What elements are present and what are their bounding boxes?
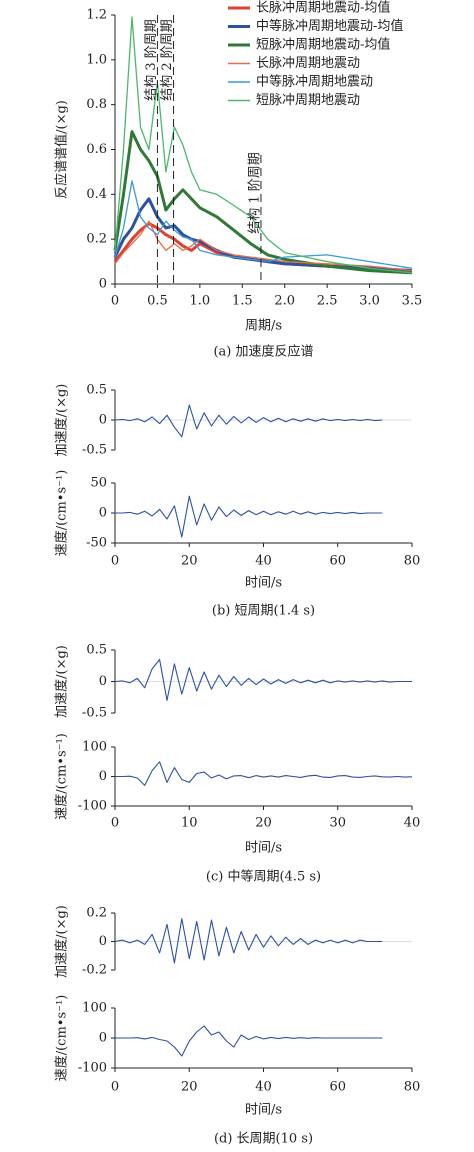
x-axis-label: 时间/s: [245, 841, 282, 856]
x-axis-label: 周期/s: [245, 319, 282, 334]
x-tick-label: 1.0: [190, 294, 211, 309]
caption: (c) 中等周期(4.5 s): [206, 869, 321, 885]
x-tick-label: 2.5: [317, 294, 338, 309]
legend-label: 中等脉冲周期地震动-均值: [256, 18, 403, 34]
y-tick-label: -0.2: [82, 963, 107, 978]
y-tick-label: -100: [78, 799, 107, 814]
y-tick-label: 50: [90, 476, 107, 491]
y-tick-label: 0: [99, 769, 107, 784]
period-label: 结构 1 阶周期: [247, 152, 262, 234]
data-line: [114, 658, 412, 701]
caption: (b) 短周期(1.4 s): [212, 604, 315, 619]
x-tick-label: 60: [329, 554, 346, 569]
x-tick-label: 0: [111, 1080, 119, 1095]
data-line: [114, 918, 383, 964]
x-tick-label: 10: [181, 816, 198, 831]
x-tick-label: 40: [255, 554, 272, 569]
legend-label: 短脉冲周期地震动-均值: [256, 37, 390, 53]
legend-label: 长脉冲周期地震动: [256, 56, 360, 71]
y-tick-label: -0.5: [82, 443, 107, 458]
y-tick-label: 0.8: [86, 97, 107, 112]
x-tick-label: 2.0: [274, 294, 295, 309]
y-tick-label: -100: [78, 1061, 107, 1076]
x-tick-label: 0.5: [147, 294, 168, 309]
x-tick-label: 0: [111, 816, 119, 831]
y-axis-label: 加速度/(×g): [54, 384, 70, 457]
data-line: [114, 16, 413, 274]
x-tick-label: 3.0: [359, 294, 380, 309]
y-tick-label: 0: [99, 1031, 107, 1046]
y-tick-label: 0: [99, 277, 107, 292]
y-tick-label: 1.0: [86, 52, 107, 67]
x-tick-label: 3.5: [402, 294, 423, 309]
data-line: [115, 1025, 383, 1057]
x-tick-label: 0: [111, 294, 119, 309]
y-tick-label: 0: [99, 506, 107, 521]
legend-label: 长脉冲周期地震动-均值: [256, 0, 390, 16]
x-tick-label: 20: [181, 554, 198, 569]
x-axis-label: 时间/s: [245, 576, 282, 591]
y-tick-label: 0.5: [86, 643, 107, 658]
x-axis-label: 时间/s: [245, 1103, 282, 1118]
x-tick-label: 40: [255, 1080, 272, 1095]
y-axis-label: 反应谱谱值/(×g): [54, 100, 70, 199]
y-axis-label: 速度/(cm•s⁻¹): [54, 995, 70, 1082]
y-axis-label: 速度/(cm•s⁻¹): [54, 470, 70, 557]
y-tick-label: 100: [82, 1001, 107, 1016]
x-tick-label: 80: [404, 554, 421, 569]
y-axis-label: 加速度/(×g): [54, 645, 70, 718]
y-tick-label: 1.2: [86, 8, 107, 23]
data-line: [115, 495, 383, 538]
y-tick-label: 0.6: [86, 142, 107, 157]
data-line: [113, 130, 413, 275]
y-tick-label: 0.2: [86, 232, 107, 247]
x-tick-label: 1.5: [232, 294, 253, 309]
y-tick-label: 100: [82, 740, 107, 755]
caption: (a) 加速度反应谱: [213, 344, 313, 360]
legend-label: 中等脉冲周期地震动: [256, 74, 373, 90]
y-axis-label: 速度/(cm•s⁻¹): [54, 733, 70, 820]
y-tick-label: 0.5: [86, 383, 107, 398]
x-tick-label: 20: [181, 1080, 198, 1095]
y-tick-label: -50: [86, 536, 107, 551]
y-tick-label: 0.2: [86, 906, 107, 921]
period-label: 结构 2 阶周期: [160, 19, 175, 101]
x-tick-label: 30: [329, 816, 346, 831]
x-tick-label: 60: [329, 1080, 346, 1095]
y-tick-label: -0.5: [82, 706, 107, 721]
period-label: 结构 3 阶周期: [144, 19, 159, 101]
data-line: [114, 180, 413, 269]
legend-label: 短脉冲周期地震动: [256, 93, 360, 108]
y-tick-label: 0.4: [86, 187, 107, 202]
data-line: [115, 761, 413, 786]
y-tick-label: 0: [99, 934, 107, 949]
data-line: [114, 404, 383, 438]
x-tick-label: 0: [111, 554, 119, 569]
x-tick-label: 80: [404, 1080, 421, 1095]
y-tick-label: 0: [99, 674, 107, 689]
x-tick-label: 40: [404, 816, 421, 831]
x-tick-label: 20: [255, 816, 272, 831]
y-tick-label: 0: [99, 413, 107, 428]
data-line: [114, 220, 413, 272]
caption: (d) 长周期(10 s): [214, 1132, 313, 1147]
y-axis-label: 加速度/(×g): [54, 905, 70, 978]
